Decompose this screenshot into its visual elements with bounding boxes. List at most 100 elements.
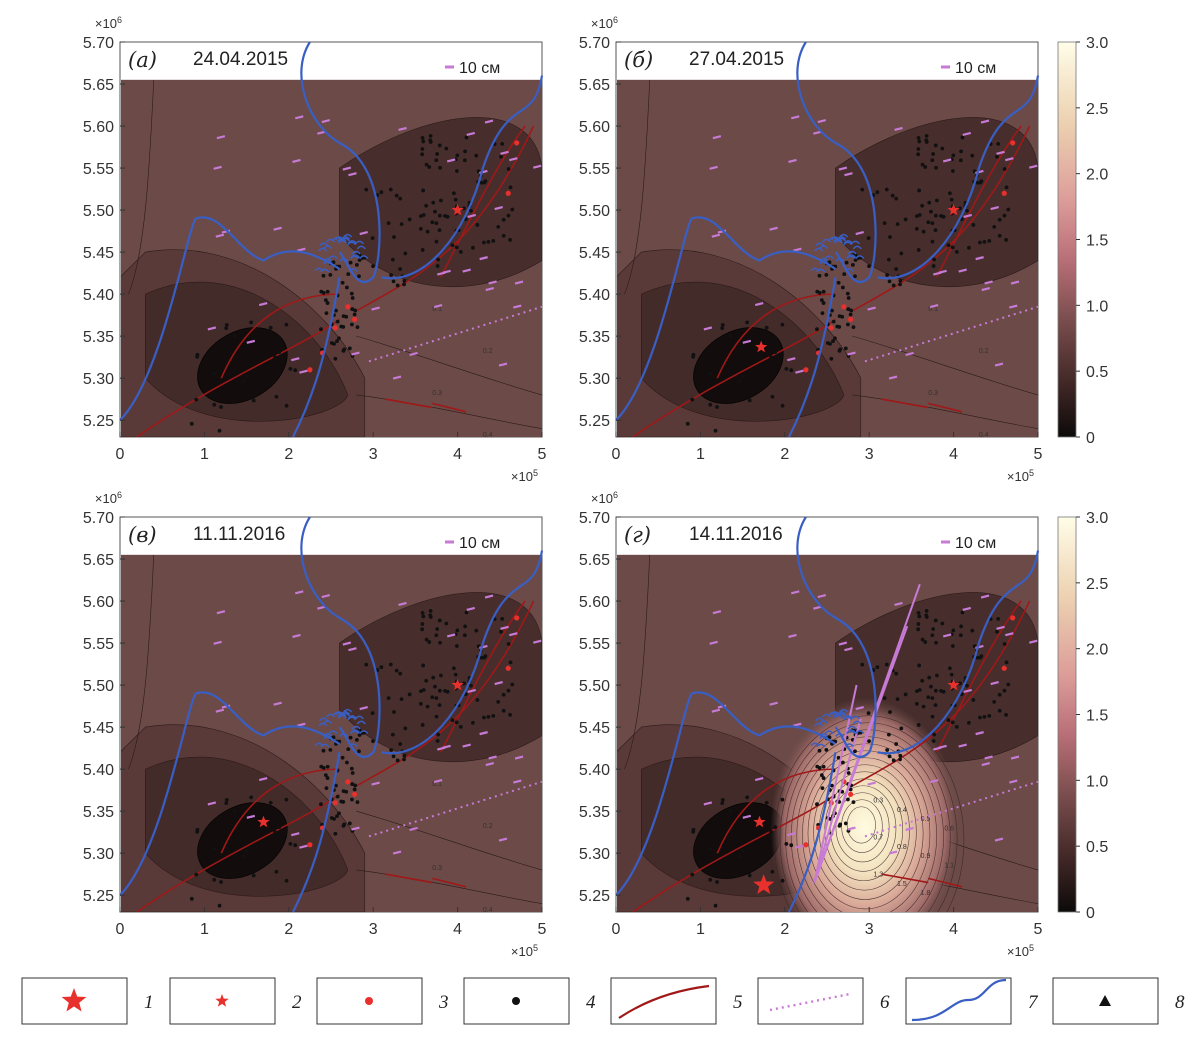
gps-vector [273, 226, 282, 231]
y-tick-label: 5.65 [83, 77, 114, 94]
earthquake-dot [357, 258, 362, 262]
gps-vector [348, 647, 357, 652]
coastline [381, 75, 544, 280]
contour-label: 0.4 [897, 807, 907, 814]
gps-vector [513, 779, 522, 784]
y-tick-label: 5.55 [83, 161, 114, 178]
earthquake-dot [982, 715, 987, 719]
event-red-dot [332, 325, 338, 331]
earthquake-dot [462, 206, 466, 211]
coastline [320, 743, 330, 748]
coastline [844, 743, 855, 747]
gps-vector [466, 131, 475, 137]
earthquake-dot [845, 291, 850, 296]
earthquake-dot [439, 198, 443, 203]
earthquake-dot [506, 213, 511, 218]
earthquake-dot [390, 732, 395, 737]
earthquake-dot [323, 298, 328, 302]
earthquake-dot [284, 878, 289, 883]
earthquake-dot [450, 718, 455, 723]
earthquake-dot [321, 766, 326, 770]
earthquake-dot [420, 723, 425, 727]
earthquake-dot [954, 724, 959, 729]
gps-vector [494, 680, 503, 686]
earthquake-dot [886, 732, 891, 737]
coastline [300, 516, 381, 758]
coastline [318, 717, 329, 722]
coastline [852, 245, 862, 250]
contour-label: 0.3 [432, 865, 442, 872]
coastline [816, 743, 826, 748]
earthquake-dot [224, 801, 229, 805]
earthquake-dot [475, 223, 480, 227]
earthquake-dot [353, 308, 358, 313]
large-star-symbol [61, 988, 87, 1012]
legend-number: 4 [586, 992, 596, 1013]
earthquake-dot [960, 135, 965, 140]
earthquake-dot [929, 684, 933, 689]
earthquake-dot [421, 688, 426, 692]
gps-vector [958, 743, 967, 748]
gps-vector [793, 722, 802, 727]
earthquake-dot [217, 428, 222, 433]
y-tick-label: 5.70 [579, 510, 610, 527]
earthquake-dot [319, 802, 323, 807]
earthquake-dot [1004, 712, 1008, 717]
earthquake-dot [867, 739, 871, 744]
y-tick-label: 5.65 [579, 77, 610, 94]
x-tick-label: 5 [538, 921, 547, 938]
field-layers: 0.1 0.2 0.3 0.4 [617, 79, 1038, 437]
gps-vector [888, 850, 898, 855]
gps-vector [342, 641, 352, 646]
earthquake-dot [824, 747, 829, 752]
earthquake-dot [479, 180, 484, 185]
coastline [821, 713, 832, 718]
earthquake-dot [421, 188, 426, 193]
fault-line [851, 125, 1031, 312]
legend-number: 8 [1175, 992, 1185, 1013]
y-tick-label: 5.65 [83, 552, 114, 569]
earthquake-dot [958, 633, 963, 638]
earthquake-dot [931, 152, 936, 156]
gps-vector [867, 306, 876, 311]
panel-2: 0.1 0.2 0.3 0.4 0 1 2 3 4 5 5.70 5.65 5.60 5.55 5.50 5.… [579, 15, 1043, 484]
y-tick-label: 5.50 [83, 203, 114, 220]
gps-vector [273, 701, 282, 706]
earthquake-dot [934, 165, 938, 170]
x-tick-label: 1 [200, 446, 209, 463]
gps-vector [446, 158, 456, 163]
earthquake-dot [895, 697, 900, 702]
earthquake-dot [932, 257, 937, 262]
earthquake-dot [421, 213, 426, 217]
earthquake-dot [420, 622, 425, 626]
coastline-symbol [911, 978, 1007, 1022]
earthquake-dot [352, 787, 357, 792]
legend-number: 7 [1028, 992, 1039, 1013]
legend-number: 1 [144, 992, 154, 1013]
fault-line [928, 877, 963, 888]
colorbar-tick-label: 3.0 [1086, 35, 1108, 52]
earthquake-dot [885, 748, 890, 752]
earthquake-dot [390, 257, 395, 262]
gps-vector [813, 130, 822, 135]
earthquake-dot [389, 273, 394, 277]
earthquake-dot [335, 794, 340, 799]
x-tick-label: 0 [116, 446, 125, 463]
earthquake-dot [827, 260, 832, 265]
earthquake-dot [430, 695, 435, 700]
coastline [348, 743, 359, 747]
y-tick-label: 5.35 [83, 804, 114, 821]
y-tick-label: 5.65 [579, 552, 610, 569]
dotted-line-symbol [769, 992, 851, 1012]
gps-vector [398, 601, 407, 606]
earthquake-dot [997, 692, 1002, 697]
gps-vector [1010, 280, 1020, 285]
gps-vector [321, 119, 331, 124]
earthquake-dot [780, 878, 785, 883]
earthquake-dot [887, 279, 892, 284]
earthquake-dot [392, 710, 396, 714]
earthquake-dot [853, 258, 858, 262]
gps-vector [513, 304, 522, 309]
earthquake-dot [435, 739, 440, 743]
x-tick-label: 4 [949, 446, 958, 463]
